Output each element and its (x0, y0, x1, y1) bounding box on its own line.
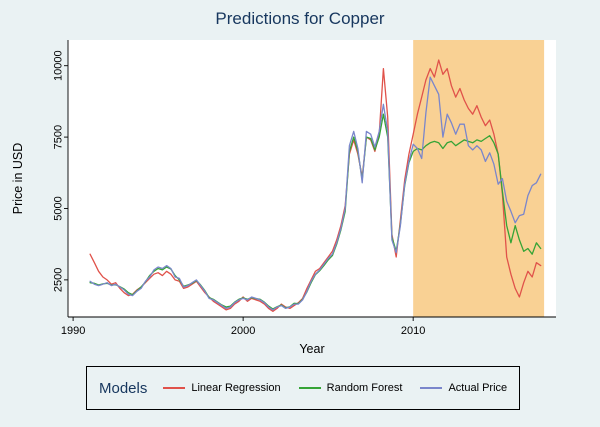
y-tick-label: 7500 (53, 125, 65, 149)
y-tick-label: 10000 (53, 50, 65, 81)
y-tick-label: 2500 (53, 268, 65, 292)
plot-svg: 2500 5000 7500 10000 1990 2000 2010 Year Price i… (11, 40, 556, 356)
legend-line-sample (420, 387, 443, 389)
legend-items: Linear Regression Random Forest Actual Pri… (163, 382, 507, 394)
legend-item-label: Linear Regression (191, 382, 281, 394)
y-axis-title: Price in USD (11, 143, 25, 215)
series-line-actual-price (89, 76, 542, 311)
y-tick-label: 5000 (53, 196, 65, 220)
x-tick-label: 1990 (61, 325, 85, 337)
x-tick-label: 2010 (401, 325, 425, 337)
series-line-linear-regression (89, 59, 542, 312)
legend-box: Models Linear Regression Random Forest Act… (86, 366, 520, 410)
x-axis-title: Year (299, 342, 324, 356)
legend-item-label: Random Forest (326, 382, 403, 394)
legend-item: Linear Regression (163, 382, 281, 394)
legend-item: Actual Price (420, 382, 507, 394)
legend-item: Random Forest (298, 382, 403, 394)
legend-title: Models (99, 379, 148, 397)
legend-line-sample (163, 387, 186, 389)
x-tick-label: 2000 (231, 325, 255, 337)
chart-title: Predictions for Copper (215, 9, 385, 28)
legend-item-label: Actual Price (448, 382, 508, 394)
legend-line-sample (298, 387, 321, 389)
